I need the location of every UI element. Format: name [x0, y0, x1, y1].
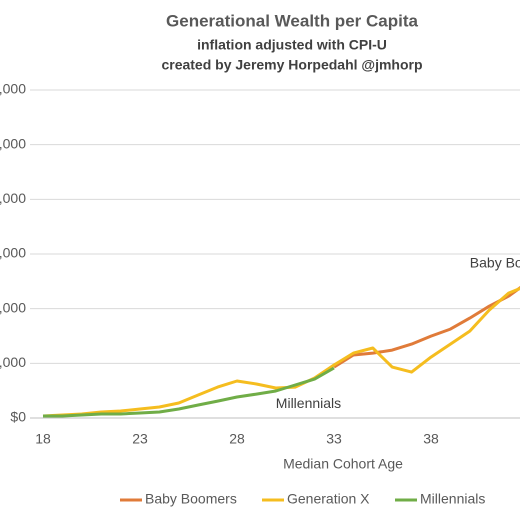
chart-credit: created by Jeremy Horpedahl @jmhorp: [161, 57, 422, 73]
x-tick-label: 18: [35, 431, 51, 447]
series-line: [43, 366, 335, 418]
y-tick-label: $250,000: [0, 135, 26, 151]
series-line: [333, 286, 520, 369]
x-axis-label: Median Cohort Age: [283, 456, 403, 472]
x-tick-label: 38: [423, 431, 439, 447]
legend-label: Generation X: [287, 491, 370, 507]
y-tick-label: $50,000: [0, 354, 26, 370]
chart-title: Generational Wealth per Capita: [166, 11, 418, 30]
y-tick-label: $100,000: [0, 299, 26, 315]
annotation: Baby Boomers: [470, 255, 520, 271]
chart-subtitle: inflation adjusted with CPI-U: [197, 37, 387, 53]
y-tick-label: $200,000: [0, 190, 26, 206]
y-tick-label: $0: [10, 409, 26, 425]
legend-label: Millennials: [420, 491, 485, 507]
legend-label: Baby Boomers: [145, 491, 237, 507]
y-tick-label: $150,000: [0, 245, 26, 261]
x-tick-label: 33: [326, 431, 342, 447]
x-tick-label: 23: [132, 431, 148, 447]
x-tick-label: 28: [229, 431, 245, 447]
annotation: Millennials: [276, 395, 341, 411]
y-tick-label: $300,000: [0, 81, 26, 97]
